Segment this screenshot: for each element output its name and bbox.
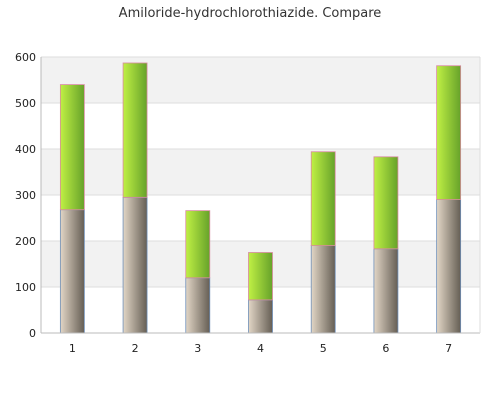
plot-background [41, 57, 480, 333]
bar-segment-top-1[interactable] [59, 84, 85, 211]
grid-band [41, 57, 480, 103]
bar-segment-bottom-3[interactable] [185, 277, 211, 334]
bar-segment-top-4[interactable] [248, 252, 273, 301]
y-tick-label: 400 [15, 143, 36, 156]
bar-segment-bottom-7[interactable] [436, 199, 462, 334]
x-tick-label: 1 [69, 342, 76, 355]
x-tick-label: 6 [382, 342, 389, 355]
grid-band [41, 103, 480, 149]
bar-segment-top-6[interactable] [373, 156, 399, 250]
y-tick-label: 600 [15, 51, 36, 64]
bar-segment-top-5[interactable] [310, 151, 336, 246]
x-tick-label: 4 [257, 342, 264, 355]
y-tick-label: 200 [15, 235, 36, 248]
axes [40, 57, 481, 334]
bar-segment-bottom-4[interactable] [248, 299, 273, 334]
y-tick-label: 0 [29, 327, 36, 340]
bar-segment-bottom-1[interactable] [59, 209, 85, 334]
y-tick-label: 100 [15, 281, 36, 294]
x-tick-label: 5 [320, 342, 327, 355]
y-tick-labels: 0 100 200 300 400 500 600 [15, 51, 36, 340]
bar-segment-bottom-2[interactable] [122, 196, 148, 334]
x-tick-label: 7 [445, 342, 452, 355]
bar-segment-top-3[interactable] [185, 210, 211, 279]
y-tick-label: 300 [15, 189, 36, 202]
y-tick-label: 500 [15, 97, 36, 110]
x-tick-label: 2 [132, 342, 139, 355]
bar-segment-bottom-5[interactable] [310, 245, 336, 334]
chart-title: Amiloride-hydrochlorothiazide. Compare [119, 6, 382, 21]
grid-band [41, 149, 480, 195]
bar-segment-bottom-6[interactable] [373, 248, 399, 334]
bars [59, 62, 462, 334]
x-tick-labels: 1 2 3 4 5 6 7 [69, 342, 452, 355]
x-tick-label: 3 [194, 342, 201, 355]
bar-segment-top-7[interactable] [436, 65, 462, 200]
bar-segment-top-2[interactable] [122, 62, 148, 198]
grid-band [41, 195, 480, 241]
